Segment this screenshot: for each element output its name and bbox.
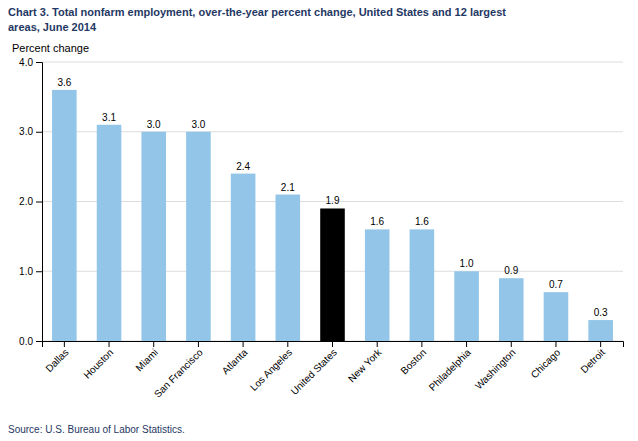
y-tick-label: 4.0 [19,57,33,68]
bar [276,195,301,341]
y-axis: 0.0 1.0 2.0 3.0 4.0 [19,57,42,347]
grid-line [42,131,623,132]
x-tick: Houston [81,341,115,381]
x-tick-label: New York [346,346,384,384]
x-tick-label: Houston [81,347,115,381]
y-tick-label: 3.0 [19,126,33,137]
data-labels: 3.6 3.1 3.0 3.0 2.4 2.1 1.9 1.6 1.6 1.0 0.9 0.7 0.3 [57,77,608,318]
data-label: 3.0 [191,119,205,130]
bar [454,271,479,341]
data-label: 2.4 [236,161,250,172]
data-label: 1.0 [460,258,474,269]
data-label: 1.6 [370,216,384,227]
bar [186,132,211,341]
x-tick-mark [511,341,512,347]
y-tick: 1.0 [19,266,42,277]
x-tick: Los Angeles [248,341,294,393]
y-tick-label: 1.0 [19,266,33,277]
title-group: Chart 3. Total nonfarm employment, over-… [8,6,506,33]
annotation: Source: U.S. Bureau of Labor Statistics. [8,424,185,435]
y-axis-line [36,63,43,342]
x-tick-label: Boston [398,347,428,377]
x-tick: Dallas [43,341,70,374]
data-label: 0.7 [549,279,563,290]
x-tick-label: Philadelphia [427,346,474,393]
data-label: 3.1 [102,112,116,123]
x-tick-mark [243,341,244,347]
data-label: 0.3 [594,307,608,318]
y-tick-mark [36,341,42,342]
x-tick: Atlanta [220,341,250,376]
x-axis-line [43,342,624,348]
bar [320,208,345,341]
x-tick-label: United States [289,347,339,397]
y-axis-title: Percent change [12,42,89,54]
x-tick-mark [198,341,199,347]
y-tick-label: 2.0 [19,196,33,207]
x-tick: Chicago [529,341,563,380]
data-label: 3.0 [147,119,161,130]
x-tick-mark [600,341,601,347]
x-tick-label: Los Angeles [248,347,294,393]
x-tick: United States [289,341,339,397]
x-tick-label: Chicago [529,346,563,380]
y-tick: 3.0 [19,126,42,137]
grid-line [42,62,623,63]
x-tick-label: Dallas [43,347,70,374]
y-tick-label: 0.0 [19,336,33,347]
grid [42,62,623,341]
x-tick-label: San Francisco [152,346,205,399]
title: Chart 3. Total nonfarm employment, over-… [8,6,506,18]
bar [544,292,569,341]
chart: Chart 3. Total nonfarm employment, over-… [0,0,638,441]
y-tick: 0.0 [19,336,42,347]
x-tick: Washington [473,341,518,392]
data-label: 0.9 [504,265,518,276]
data-label: 3.6 [57,77,71,88]
bars [52,90,613,341]
bar [97,125,122,341]
x-tick-mark [466,341,467,347]
title: areas, June 2014 [8,21,97,33]
y-tick-mark [36,132,42,133]
y-tick-mark [36,62,42,63]
x-tick: San Francisco [152,341,205,400]
data-label: 2.1 [281,182,295,193]
x-axis: Dallas Houston MiamiSan Francisco AtlantaLo… [43,341,624,400]
x-tick-label: Atlanta [220,346,250,376]
x-tick-label: Detroit [578,347,607,376]
y-tick: 4.0 [19,57,42,68]
x-tick-label: Washington [473,347,518,392]
x-tick-mark [377,341,378,347]
x-tick-mark [421,341,422,347]
y-tick: 2.0 [19,196,42,207]
bar [141,132,166,341]
plot: 3.6 3.1 3.0 3.0 2.4 2.1 1.9 1.6 1.6 1.0 0.9 0.7 0.3 0… [19,57,623,400]
bar [231,174,256,341]
x-tick-label: Miami [133,347,160,374]
x-tick-mark [287,341,288,347]
x-tick-mark [109,341,110,347]
x-tick: Miami [133,341,160,373]
x-tick: Philadelphia [427,341,474,393]
data-label: 1.9 [326,195,340,206]
bar [588,320,613,341]
bar [410,229,435,341]
y-tick-mark [36,202,42,203]
bar [52,90,77,341]
x-tick-mark [332,341,333,347]
x-tick: New York [346,341,384,384]
x-tick-mark [153,341,154,347]
bar [499,278,524,341]
data-label: 1.6 [415,216,429,227]
y-tick-mark [36,271,42,272]
x-tick: Boston [398,341,428,376]
x-tick-mark [64,341,65,347]
x-tick: Detroit [578,341,607,375]
bar [365,229,390,341]
x-tick-mark [555,341,556,347]
